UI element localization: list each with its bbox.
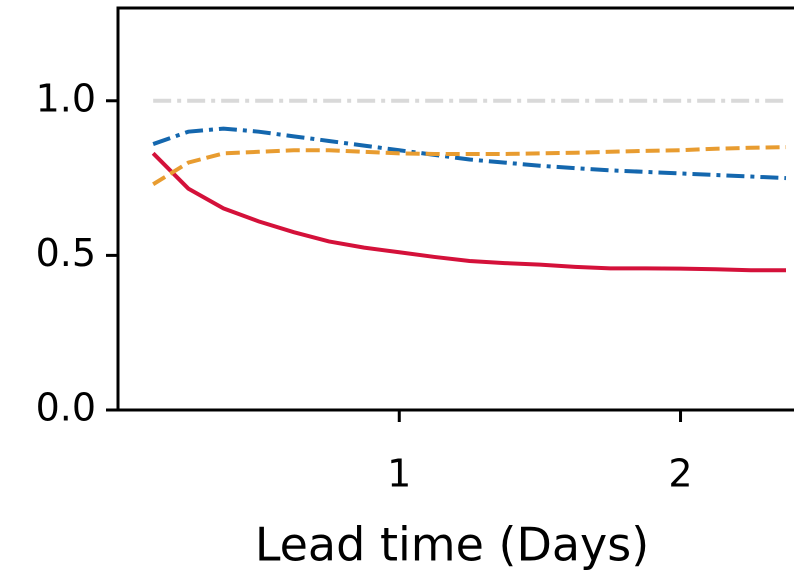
x-axis-label: Lead time (Days) (255, 518, 649, 572)
plot-frame (116, 6, 794, 412)
x-tick-label: 1 (387, 452, 411, 496)
line-series (152, 145, 787, 186)
line-series (151, 151, 786, 273)
y-tick-label: 0.5 (36, 231, 96, 275)
y-tick-label: 1.0 (36, 76, 96, 120)
x-tick-label: 2 (668, 452, 692, 496)
line-series (152, 126, 787, 181)
y-tick-label: 0.0 (36, 386, 96, 430)
